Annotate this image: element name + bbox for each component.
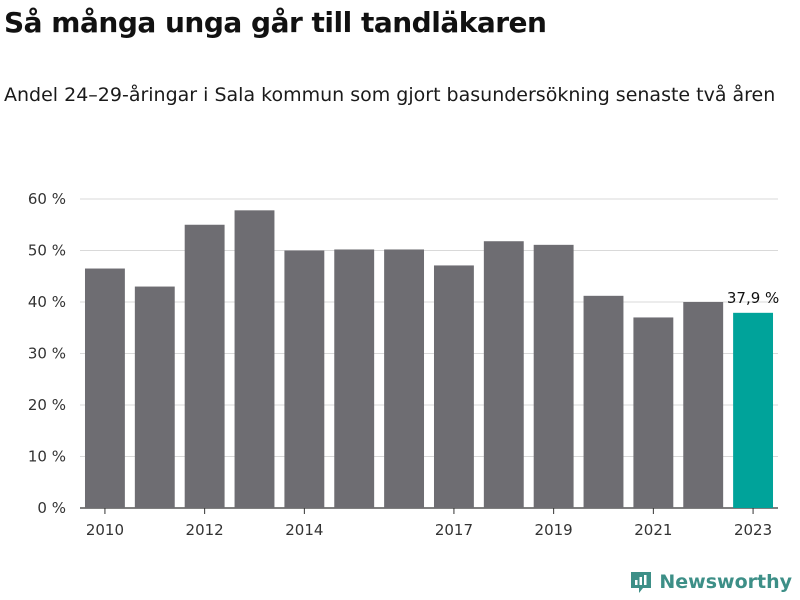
bar — [483, 241, 524, 509]
chart-title: Så många unga går till tandläkaren — [4, 6, 547, 39]
x-tick-label: 2019 — [535, 521, 573, 539]
bar — [384, 249, 425, 508]
bar — [433, 265, 474, 508]
data-labels: 37,9 % — [727, 289, 779, 307]
y-tick-label: 0 % — [37, 499, 66, 517]
newsworthy-logo-icon — [631, 572, 652, 593]
bar — [533, 244, 574, 508]
y-tick-label: 10 % — [28, 448, 66, 466]
bar — [633, 317, 674, 508]
bar — [583, 295, 624, 508]
x-axis-ticks: 2010 2012 2014 2017 2019 2021 2023 — [86, 508, 772, 539]
bar — [284, 250, 325, 508]
data-label: 37,9 % — [727, 289, 779, 307]
y-tick-label: 60 % — [28, 190, 66, 208]
bar — [234, 210, 275, 508]
bar — [683, 302, 724, 508]
y-tick-label: 20 % — [28, 396, 66, 414]
x-tick-label: 2021 — [634, 521, 672, 539]
x-tick-label: 2010 — [86, 521, 124, 539]
x-tick-label: 2017 — [435, 521, 473, 539]
bar — [134, 286, 175, 508]
x-tick-label: 2012 — [186, 521, 224, 539]
y-tick-label: 40 % — [28, 293, 66, 311]
bar — [84, 268, 125, 508]
brand-name: Newsworthy — [659, 571, 792, 593]
bar-highlight — [733, 312, 774, 508]
bars — [84, 210, 774, 509]
x-tick-label: 2023 — [734, 521, 772, 539]
y-axis-ticks: 0 % 10 % 20 % 30 % 40 % 50 % 60 % — [28, 190, 66, 517]
chart-subtitle: Andel 24–29-åringar i Sala kommun som gj… — [4, 84, 776, 106]
x-tick-label: 2014 — [285, 521, 323, 539]
y-tick-label: 50 % — [28, 242, 66, 260]
bar — [184, 224, 225, 508]
bar — [334, 249, 375, 508]
brand-logo: Newsworthy — [629, 570, 792, 594]
y-tick-label: 30 % — [28, 345, 66, 363]
